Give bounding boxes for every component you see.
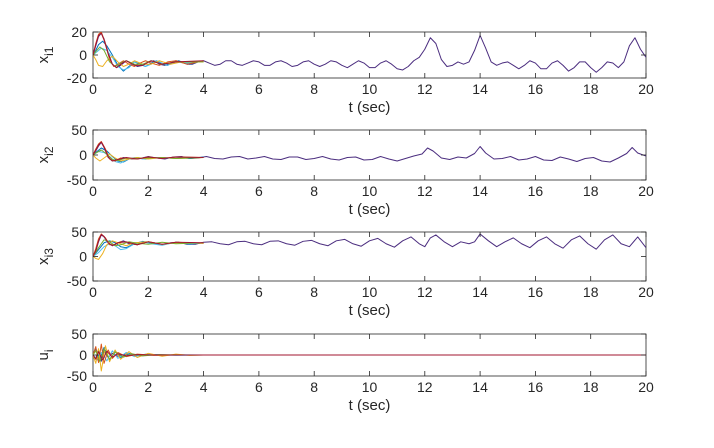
y-axis-label: xi3 xyxy=(35,248,56,265)
x-tick-label: 10 xyxy=(362,284,378,300)
series-line-6 xyxy=(93,149,204,161)
x-tick-label: 8 xyxy=(310,379,318,395)
series-group xyxy=(93,343,646,372)
x-tick-label: 0 xyxy=(89,284,97,300)
x-tick-label: 10 xyxy=(362,81,378,97)
x-tick-label: 12 xyxy=(417,183,433,199)
y-tick-label: -20 xyxy=(67,70,87,86)
y-axis-label-subscript: i3 xyxy=(42,248,56,258)
x-tick-label: 18 xyxy=(583,284,599,300)
x-tick-label: 14 xyxy=(472,379,488,395)
plot-area xyxy=(92,231,647,282)
x-tick-label: 16 xyxy=(528,379,544,395)
x-tick-label: 6 xyxy=(255,284,263,300)
y-tick-label: -50 xyxy=(67,368,87,384)
series-line-7 xyxy=(93,233,204,257)
plot-area xyxy=(92,31,647,79)
x-tick-label: 20 xyxy=(638,183,654,199)
series-line-7 xyxy=(93,141,204,162)
y-tick-label: -50 xyxy=(67,273,87,289)
x-tick-label: 16 xyxy=(528,183,544,199)
series-line-7 xyxy=(93,32,204,69)
x-tick-label: 12 xyxy=(417,379,433,395)
x-tick-label: 8 xyxy=(310,81,318,97)
x-tick-label: 0 xyxy=(89,183,97,199)
y-axis-label-main: u xyxy=(35,352,52,360)
y-tick-label: 50 xyxy=(71,122,87,138)
y-tick-label: 50 xyxy=(71,326,87,342)
series-line-7 xyxy=(93,350,646,361)
y-tick-label: 50 xyxy=(71,224,87,240)
x-tick-label: 4 xyxy=(200,379,208,395)
y-axis-label-subscript: i2 xyxy=(42,146,56,156)
x-tick-label: 14 xyxy=(472,81,488,97)
series-group xyxy=(93,32,646,73)
x-tick-label: 10 xyxy=(362,379,378,395)
x-tick-label: 2 xyxy=(144,284,152,300)
x-tick-label: 12 xyxy=(417,284,433,300)
y-tick-label: 0 xyxy=(79,147,87,163)
x-axis-label: t (sec) xyxy=(349,302,391,319)
y-tick-label: 0 xyxy=(79,47,87,63)
x-tick-label: 14 xyxy=(472,183,488,199)
y-axis-label-main: x xyxy=(35,55,52,63)
y-axis-label: xi2 xyxy=(35,146,56,163)
y-tick-label: 0 xyxy=(79,249,87,265)
x-axis-label: t (sec) xyxy=(349,201,391,218)
x-axis-label: t (sec) xyxy=(349,397,391,414)
x-tick-label: 0 xyxy=(89,81,97,97)
x-tick-label: 2 xyxy=(144,81,152,97)
plot-area xyxy=(92,129,647,181)
x-tick-label: 20 xyxy=(638,284,654,300)
y-axis-label-subscript: i1 xyxy=(42,46,56,56)
x-tick-label: 4 xyxy=(200,284,208,300)
y-axis-label: xi1 xyxy=(35,46,56,63)
x-tick-label: 6 xyxy=(255,183,263,199)
x-axis-label: t (sec) xyxy=(349,99,391,116)
x-tick-label: 18 xyxy=(583,183,599,199)
x-tick-label: 10 xyxy=(362,183,378,199)
x-tick-label: 8 xyxy=(310,183,318,199)
x-tick-label: 6 xyxy=(255,81,263,97)
series-group xyxy=(93,141,646,164)
x-tick-label: 4 xyxy=(200,183,208,199)
x-tick-label: 4 xyxy=(200,81,208,97)
x-tick-label: 18 xyxy=(583,379,599,395)
x-tick-label: 20 xyxy=(638,81,654,97)
y-axis-label-main: x xyxy=(35,155,52,163)
x-tick-label: 12 xyxy=(417,81,433,97)
x-tick-label: 14 xyxy=(472,284,488,300)
y-tick-label: -50 xyxy=(67,172,87,188)
y-tick-label: 20 xyxy=(71,24,87,40)
x-tick-label: 20 xyxy=(638,379,654,395)
x-tick-label: 2 xyxy=(144,379,152,395)
series-group xyxy=(93,233,646,260)
series-line-6 xyxy=(93,239,204,257)
y-axis-label-subscript: i xyxy=(42,349,56,352)
series-line-5 xyxy=(93,54,204,67)
x-tick-label: 8 xyxy=(310,284,318,300)
x-tick-label: 18 xyxy=(583,81,599,97)
y-tick-label: 0 xyxy=(79,347,87,363)
x-tick-label: 0 xyxy=(89,379,97,395)
y-axis-label-main: x xyxy=(35,257,52,265)
x-tick-label: 16 xyxy=(528,284,544,300)
x-tick-label: 6 xyxy=(255,379,263,395)
x-tick-label: 2 xyxy=(144,183,152,199)
y-axis-label: ui xyxy=(35,349,56,360)
x-tick-label: 16 xyxy=(528,81,544,97)
